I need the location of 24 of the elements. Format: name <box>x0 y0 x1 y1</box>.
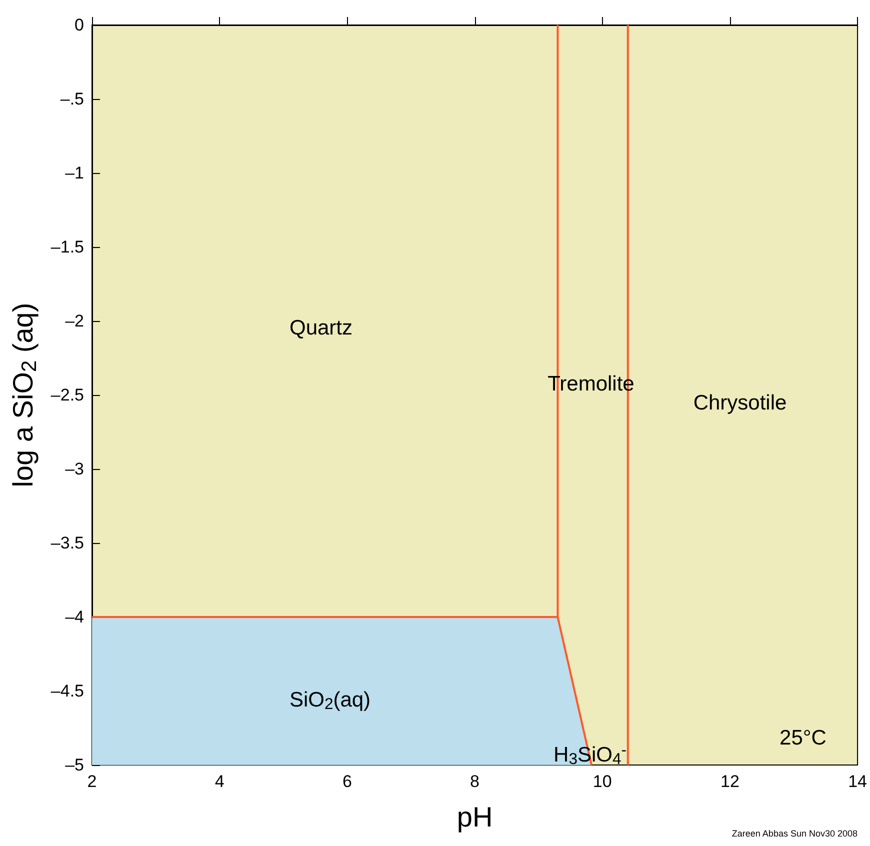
y-tick-label: –2 <box>65 312 84 330</box>
y-tick-label: –.5 <box>60 90 84 108</box>
annotation: Quartz <box>289 316 353 340</box>
text: Zareen Abbas Sun Nov30 2008 <box>732 828 858 838</box>
x-tick-label: 4 <box>214 772 224 791</box>
x-tick-label: 2 <box>87 772 97 791</box>
y-axis-title: log a SiO2 (aq) <box>8 302 41 488</box>
x-tick-label: 10 <box>592 772 612 791</box>
x-tick-label: 6 <box>342 772 352 791</box>
y-tick-label: –4 <box>65 608 84 626</box>
y-tick-label: 0 <box>74 16 84 34</box>
y-tick-label: –2.5 <box>50 386 84 404</box>
annotation: Chrysotile <box>693 392 787 414</box>
y-tick-label: –3.5 <box>50 534 84 552</box>
y-tick-label: –5 <box>65 756 84 774</box>
y-tick-label: –4.5 <box>50 682 84 700</box>
x-tick-label: 8 <box>470 772 480 791</box>
y-tick-label: –3 <box>65 460 84 478</box>
x-axis-title: pH <box>456 802 493 832</box>
y-tick-label: –1.5 <box>50 238 84 256</box>
y-tick-label: –1 <box>65 164 84 182</box>
x-tick-label: 14 <box>848 772 868 791</box>
annotation: 25°C <box>780 726 826 750</box>
x-tick-label: 12 <box>720 772 740 791</box>
